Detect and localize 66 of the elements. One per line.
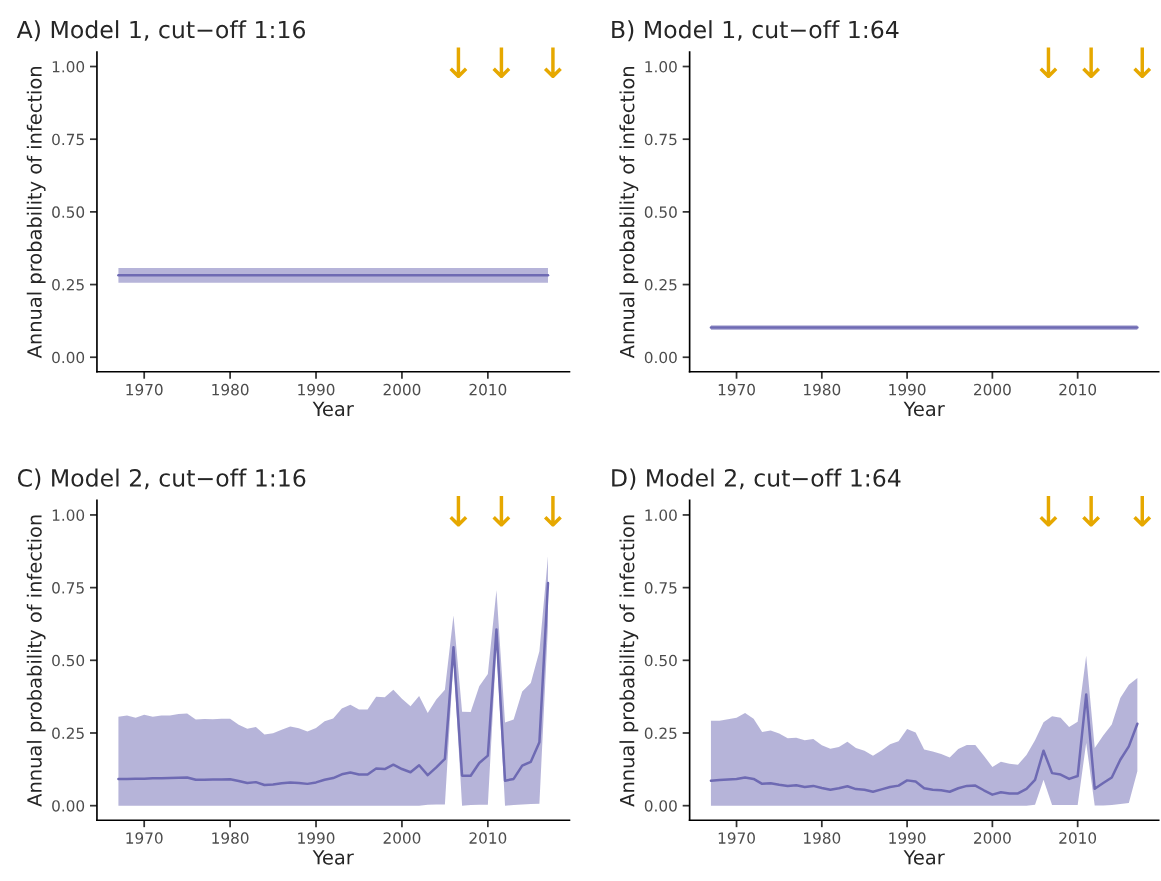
x-tick-label: 2000 (974, 383, 1011, 396)
y-tick-label: 0.50 (52, 206, 85, 218)
annotation: ↓ (492, 495, 511, 527)
chart-title: A) Model 1, cut−off 1:16 (16, 20, 306, 42)
annotation: ↓ (449, 495, 468, 527)
annotation: ↓ (544, 47, 562, 79)
x-tick-label: 2010 (1059, 383, 1097, 396)
y-tick-label: 0.00 (644, 351, 677, 364)
annotation: ↓ (1133, 47, 1152, 79)
x-tick-label: 1980 (212, 832, 249, 844)
x-axis-title: Year (903, 850, 945, 865)
y-tick-label: 0.50 (644, 206, 677, 218)
x-tick-label: 2000 (383, 832, 421, 844)
y-tick-label: 0.75 (52, 133, 84, 146)
x-axis-title: Year (312, 850, 354, 865)
x-tick-label: 1970 (126, 832, 163, 844)
annotation: ↓ (1082, 47, 1101, 79)
annotation: ↓ (449, 47, 468, 79)
y-tick-label: 0.75 (644, 133, 677, 146)
x-tick-label: 1990 (889, 832, 926, 844)
y-tick-label: 1.00 (645, 509, 677, 521)
y-axis-title: Annual probability of infection (619, 66, 639, 359)
y-tick-label: 0.75 (52, 582, 84, 594)
x-tick-label: 1990 (889, 383, 926, 396)
chart-title: B) Model 1, cut−off 1:64 (612, 20, 899, 42)
x-tick-label: 2010 (469, 383, 507, 396)
y-tick-label: 0.50 (52, 654, 85, 667)
y-tick-label: 0.25 (52, 727, 84, 740)
x-tick-label: 2000 (383, 383, 421, 396)
line-series (117, 581, 550, 787)
y-tick-label: 0.25 (644, 279, 677, 291)
y-tick-label: 0.50 (644, 654, 677, 667)
x-tick-label: 1980 (804, 832, 841, 844)
x-tick-label: 1970 (718, 832, 755, 844)
x-tick-label: 1970 (126, 383, 163, 396)
y-tick-label: 0.00 (52, 351, 85, 364)
x-tick-label: 1970 (718, 383, 755, 396)
x-tick-label: 2000 (974, 832, 1011, 844)
annotation: ↓ (544, 495, 562, 527)
y-axis-title: Annual probability of infection (26, 515, 46, 807)
chart-title: C) Model 2, cut−off 1:16 (17, 468, 306, 490)
y-tick-label: 1.00 (52, 60, 85, 73)
x-axis-title: Year (903, 401, 945, 417)
y-tick-label: 0.00 (52, 800, 85, 812)
y-tick-label: 0.25 (52, 279, 84, 291)
y-tick-label: 0.75 (644, 582, 677, 594)
x-axis-title: Year (312, 401, 354, 417)
y-tick-label: 1.00 (645, 60, 677, 73)
annotation: ↓ (492, 47, 511, 79)
x-tick-label: 2010 (1059, 832, 1097, 844)
y-axis-title: Annual probability of infection (26, 66, 46, 359)
x-tick-label: 1980 (804, 383, 841, 396)
chart-title: D) Model 2, cut−off 1:64 (612, 468, 901, 490)
x-tick-label: 1990 (298, 383, 335, 396)
annotation: ↓ (1133, 495, 1152, 527)
x-tick-label: 2010 (469, 832, 507, 844)
annotation: ↓ (1082, 495, 1101, 527)
line-series (709, 693, 1139, 796)
y-tick-label: 1.00 (52, 509, 85, 521)
y-tick-label: 0.00 (644, 800, 677, 812)
y-tick-label: 0.25 (644, 727, 677, 740)
annotation: ↓ (1039, 495, 1058, 527)
annotation: ↓ (1039, 47, 1058, 79)
x-tick-label: 1990 (298, 832, 335, 844)
y-axis-title: Annual probability of infection (619, 515, 639, 807)
x-tick-label: 1980 (212, 383, 249, 396)
